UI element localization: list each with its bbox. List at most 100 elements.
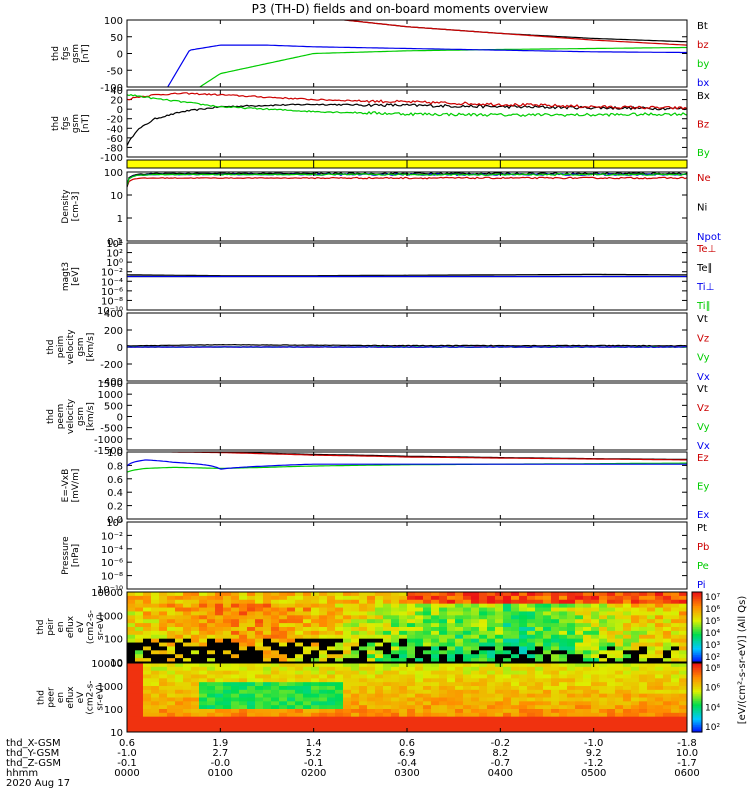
spectrogram-cell — [455, 607, 464, 613]
spectrogram-cell — [471, 595, 480, 601]
spectrogram-cell — [583, 712, 592, 718]
spectrogram-cell — [583, 638, 592, 644]
spectrogram-cell — [607, 693, 616, 699]
colorbar-swatch — [692, 607, 702, 611]
spectrogram-cell — [223, 650, 232, 655]
spectrogram-cell — [255, 611, 264, 616]
spectrogram-cell — [327, 615, 336, 620]
spectrogram-cell — [143, 663, 152, 668]
spectrogram-cell — [343, 682, 352, 687]
spectrogram-cell — [335, 615, 344, 620]
spectrogram-cell — [223, 654, 232, 659]
spectrogram-cell — [431, 654, 440, 659]
spectrogram-cell — [471, 611, 480, 616]
spectrogram-cell — [551, 607, 560, 613]
spectrogram-cell — [471, 709, 480, 714]
spectrogram-cell — [303, 674, 312, 679]
spectrogram-cell — [495, 619, 504, 624]
y-tick-label: 0.2 — [107, 502, 123, 513]
spectrogram-cell — [295, 728, 304, 732]
spectrogram-cell — [655, 697, 664, 702]
spectrogram-cell — [639, 595, 648, 601]
spectrogram-cell — [407, 646, 416, 651]
spectrogram-cell — [127, 701, 136, 706]
spectrogram-cell — [239, 724, 248, 729]
spectrogram-cell — [175, 638, 184, 644]
spectrogram-cell — [639, 619, 648, 624]
spectrogram-cell — [671, 592, 680, 597]
spectrogram-cell — [143, 682, 152, 687]
colorbar-swatch — [692, 697, 702, 700]
spectrogram-cell — [663, 634, 672, 640]
spectrogram-cell — [615, 630, 624, 636]
spectrogram-cell — [655, 724, 664, 729]
spectrogram-cell — [351, 658, 360, 662]
spectrogram-cell — [511, 716, 520, 722]
y-tick-label: 1500 — [98, 379, 123, 390]
spectrogram-cell — [559, 666, 568, 672]
spectrogram-cell — [535, 650, 544, 655]
spectrogram-cell — [471, 678, 480, 683]
spectrogram-cell — [231, 689, 240, 695]
spectrogram-cell — [519, 666, 528, 672]
spectrogram-cell — [551, 701, 560, 706]
spectrogram-cell — [143, 686, 152, 691]
spectrogram-cell — [207, 627, 216, 632]
spectrogram-cell — [151, 705, 160, 710]
spectrogram-cell — [407, 693, 416, 699]
spectrogram-cell — [543, 663, 552, 668]
ylabel-line: gsm — [76, 407, 86, 426]
spectrogram-cell — [615, 682, 624, 687]
spectrogram-cell — [407, 654, 416, 659]
spectrogram-cell — [615, 603, 624, 609]
spectrogram-cell — [663, 615, 672, 620]
spectrogram-cell — [455, 599, 464, 605]
spectrogram-cell — [143, 599, 152, 605]
spectrogram-cell — [567, 642, 576, 648]
spectrogram-cell — [631, 595, 640, 601]
spectrogram-cell — [487, 603, 496, 609]
spectrogram-cell — [303, 638, 312, 644]
spectrogram-cell — [455, 693, 464, 699]
series-bx — [167, 44, 687, 87]
colorbar-swatch — [692, 632, 702, 635]
spectrogram-cell — [471, 654, 480, 659]
spectrogram-cell — [239, 592, 248, 597]
spectrogram-cell — [591, 720, 600, 725]
spectrogram-cell — [535, 697, 544, 702]
spectrogram-cell — [583, 607, 592, 613]
spectrogram-cell — [479, 689, 488, 695]
spectrogram-cell — [375, 650, 384, 655]
spectrogram-cell — [183, 650, 192, 655]
spectrogram-cell — [191, 599, 200, 605]
spectrogram-cell — [311, 634, 320, 640]
spectrogram-cell — [519, 603, 528, 609]
spectrogram-cell — [647, 603, 656, 609]
spectrogram-cell — [319, 599, 328, 605]
spectrogram-cell — [303, 607, 312, 613]
y-tick-label: -20 — [107, 115, 123, 126]
spectrogram-cell — [527, 678, 536, 683]
spectrogram-cell — [319, 611, 328, 616]
spectrogram-cell — [327, 623, 336, 628]
spectrogram-cell — [447, 674, 456, 679]
spectrogram-cell — [519, 623, 528, 628]
spectrogram-cell — [647, 615, 656, 620]
spectrogram-cell — [567, 697, 576, 702]
spectrogram-cell — [255, 666, 264, 672]
spectrogram-cell — [215, 663, 224, 668]
spectrogram-cell — [231, 634, 240, 640]
spectrogram-cell — [231, 663, 240, 668]
spectrogram-cell — [647, 627, 656, 632]
spectrogram-cell — [559, 712, 568, 718]
spectrogram-cell — [495, 623, 504, 628]
spectrogram-cell — [311, 678, 320, 683]
spectrogram-cell — [535, 712, 544, 718]
spectrogram-cell — [335, 709, 344, 714]
spectrogram-cell — [295, 724, 304, 729]
spectrogram-cell — [511, 670, 520, 676]
spectrogram-cell — [583, 592, 592, 597]
spectrogram-cell — [327, 607, 336, 613]
spectrogram-cell — [471, 689, 480, 695]
spectrogram-cell — [255, 619, 264, 624]
